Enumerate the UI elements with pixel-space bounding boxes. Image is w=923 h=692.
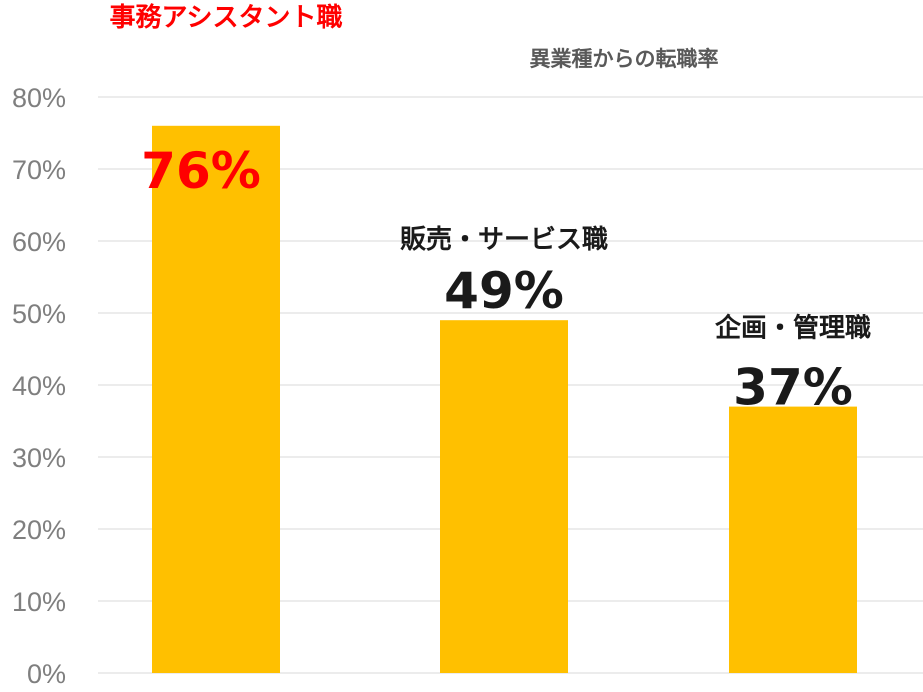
y-tick-label: 50% [12, 299, 66, 329]
y-tick-label: 40% [12, 371, 66, 401]
bar [729, 406, 857, 673]
y-tick-label: 80% [12, 83, 66, 113]
y-tick-label: 10% [12, 587, 66, 617]
value-label: 37% [733, 359, 853, 417]
category-label: 企画・管理職 [715, 313, 871, 344]
y-tick-label: 30% [12, 443, 66, 473]
category-label: 事務アシスタント職 [110, 3, 343, 33]
y-tick-label: 60% [12, 227, 66, 257]
chart-title: 異業種からの転職率 [530, 47, 719, 71]
y-axis-tick-labels: 0% 10% 20% 30% 40% 50% 60% 70% 80% [12, 83, 66, 689]
y-tick-label: 20% [12, 515, 66, 545]
category-label: 販売・サービス職 [400, 225, 608, 255]
value-label: 49% [444, 262, 564, 320]
bar [440, 320, 568, 673]
y-tick-label: 70% [12, 155, 66, 185]
bar [152, 125, 280, 674]
value-label: 76% [141, 142, 261, 200]
y-tick-label: 0% [27, 659, 66, 689]
bar-annotations: 事務アシスタント職 76% 販売・サービス職 49% 企画・管理職 37% [110, 3, 871, 417]
bars [152, 125, 857, 674]
